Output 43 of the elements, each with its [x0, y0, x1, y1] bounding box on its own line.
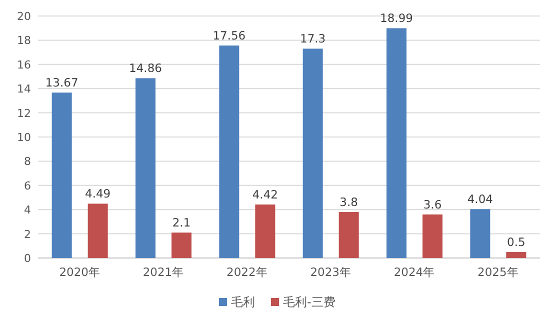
data-label: 13.67 — [45, 76, 78, 90]
x-tick-label: 2024年 — [394, 265, 436, 279]
y-tick-label: 16 — [17, 58, 31, 72]
bar — [506, 252, 526, 258]
x-tick-label: 2025年 — [478, 265, 519, 279]
x-tick-label: 2020年 — [59, 265, 100, 279]
y-tick-label: 4 — [24, 204, 31, 217]
y-tick-label: 14 — [17, 82, 31, 96]
data-label: 18.99 — [380, 11, 413, 26]
y-tick-label: 12 — [17, 106, 31, 120]
legend-label: 毛利-三费 — [283, 295, 336, 309]
data-label: 4.49 — [85, 186, 111, 201]
bar — [470, 209, 490, 258]
data-label: 4.04 — [467, 192, 493, 206]
y-tick-label: 10 — [17, 131, 31, 144]
y-tick-label: 20 — [17, 10, 31, 23]
bar — [136, 78, 156, 258]
data-label: 2.1 — [172, 216, 191, 230]
bar — [338, 212, 359, 258]
y-tick-label: 18 — [17, 34, 31, 48]
bar — [172, 232, 192, 258]
data-label: 3.6 — [423, 197, 442, 212]
data-label: 17.3 — [300, 32, 326, 46]
data-label: 17.56 — [212, 28, 246, 43]
bar — [88, 204, 108, 258]
legend-label: 毛利 — [231, 295, 255, 309]
bar — [302, 48, 323, 258]
bar — [219, 46, 240, 258]
y-tick-label: 2 — [24, 228, 31, 241]
bar — [422, 214, 442, 258]
bar — [386, 28, 406, 258]
bar — [255, 204, 276, 258]
x-tick-label: 2023年 — [310, 265, 352, 279]
bar — [52, 92, 72, 258]
x-tick-label: 2021年 — [142, 265, 184, 279]
data-label: 0.5 — [507, 234, 526, 249]
data-label: 3.8 — [340, 195, 358, 210]
y-tick-label: 0 — [24, 252, 31, 265]
data-label: 4.42 — [252, 188, 278, 202]
data-label: 14.86 — [129, 61, 162, 76]
y-tick-label: 6 — [24, 179, 31, 192]
y-tick-label: 8 — [24, 155, 31, 168]
x-tick-label: 2022年 — [226, 265, 268, 279]
